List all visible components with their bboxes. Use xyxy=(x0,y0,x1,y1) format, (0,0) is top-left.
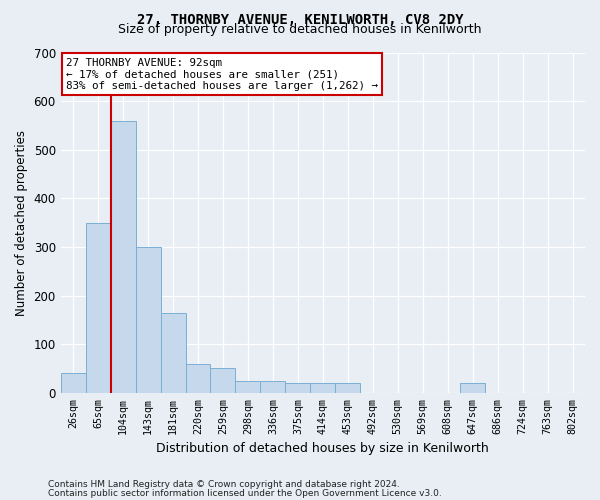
Bar xyxy=(235,380,260,393)
Bar xyxy=(335,383,360,393)
Bar xyxy=(61,374,86,393)
Bar xyxy=(460,383,485,393)
Bar xyxy=(136,247,161,393)
Y-axis label: Number of detached properties: Number of detached properties xyxy=(15,130,28,316)
Text: Size of property relative to detached houses in Kenilworth: Size of property relative to detached ho… xyxy=(118,22,482,36)
Text: 27 THORNBY AVENUE: 92sqm
← 17% of detached houses are smaller (251)
83% of semi-: 27 THORNBY AVENUE: 92sqm ← 17% of detach… xyxy=(66,58,378,91)
Bar xyxy=(260,380,286,393)
Bar xyxy=(211,368,235,393)
Text: Contains public sector information licensed under the Open Government Licence v3: Contains public sector information licen… xyxy=(48,489,442,498)
Bar xyxy=(185,364,211,393)
Bar xyxy=(86,222,110,393)
Text: Contains HM Land Registry data © Crown copyright and database right 2024.: Contains HM Land Registry data © Crown c… xyxy=(48,480,400,489)
X-axis label: Distribution of detached houses by size in Kenilworth: Distribution of detached houses by size … xyxy=(157,442,489,455)
Bar xyxy=(286,383,310,393)
Bar xyxy=(310,383,335,393)
Bar xyxy=(110,120,136,393)
Text: 27, THORNBY AVENUE, KENILWORTH, CV8 2DY: 27, THORNBY AVENUE, KENILWORTH, CV8 2DY xyxy=(137,12,463,26)
Bar xyxy=(161,312,185,393)
